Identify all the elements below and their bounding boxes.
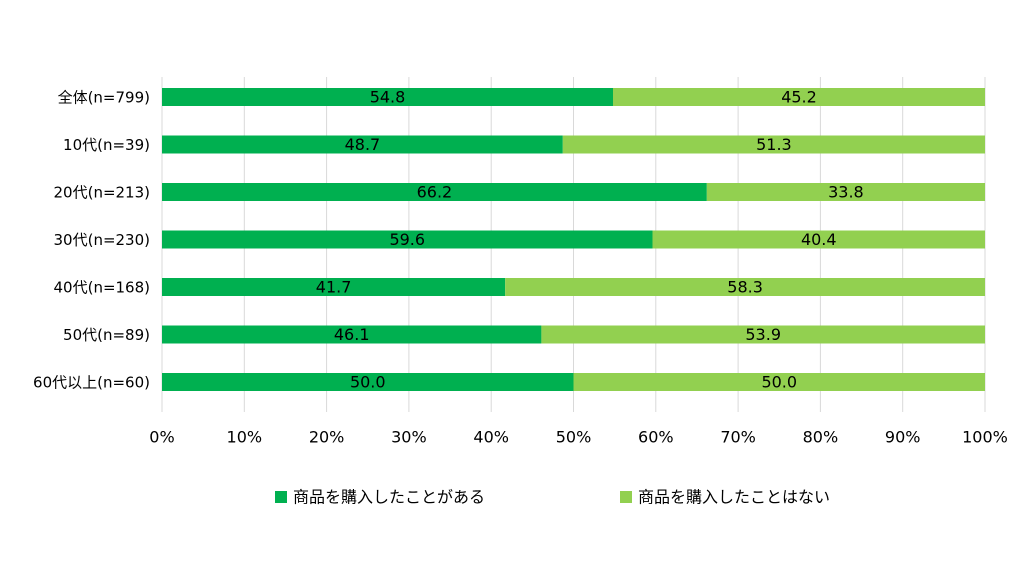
x-tick-label: 80% bbox=[803, 428, 839, 447]
category-label: 50代(n=89) bbox=[63, 326, 150, 344]
data-label: 33.8 bbox=[828, 183, 864, 202]
legend: 商品を購入したことがある 商品を購入したことはない bbox=[275, 488, 830, 507]
bar-segment bbox=[613, 88, 985, 106]
data-label: 45.2 bbox=[781, 88, 817, 107]
category-labels-layer: 全体(n=799) 10代(n=39) 20代(n=213) 30代(n=230) 40… bbox=[33, 89, 150, 392]
legend-label: 商品を購入したことはない bbox=[638, 488, 830, 507]
bar-segment bbox=[162, 135, 563, 154]
bar-segment bbox=[652, 230, 985, 249]
category-label: 60代以上(n=60) bbox=[33, 374, 150, 392]
data-label: 53.9 bbox=[745, 325, 781, 344]
x-tick-label: 90% bbox=[885, 428, 921, 447]
data-label: 66.2 bbox=[417, 183, 453, 202]
data-label: 50.0 bbox=[761, 373, 797, 392]
bar-segment bbox=[541, 325, 985, 344]
x-tick-label: 0% bbox=[149, 428, 174, 447]
data-label: 54.8 bbox=[370, 88, 406, 107]
bar-segment bbox=[162, 278, 506, 296]
data-label: 51.3 bbox=[756, 135, 792, 154]
x-tick-label: 10% bbox=[227, 428, 263, 447]
data-label: 50.0 bbox=[350, 373, 386, 392]
category-label: 40代(n=168) bbox=[54, 279, 151, 297]
data-label: 46.1 bbox=[334, 325, 370, 344]
x-tick-label: 20% bbox=[309, 428, 345, 447]
data-label: 41.7 bbox=[316, 278, 352, 297]
data-label: 59.6 bbox=[389, 230, 425, 249]
x-tick-labels-layer: 0% 10% 20% 30% 40% 50% 60% 70% 80% 90% 100% bbox=[149, 428, 1008, 447]
legend-label: 商品を購入したことがある bbox=[293, 488, 485, 507]
x-tick-label: 30% bbox=[391, 428, 427, 447]
bar-segment bbox=[505, 278, 985, 296]
bar-segment bbox=[562, 135, 985, 154]
data-label: 48.7 bbox=[345, 135, 381, 154]
bar-segment bbox=[706, 183, 985, 201]
category-label: 30代(n=230) bbox=[54, 231, 151, 249]
category-label: 20代(n=213) bbox=[54, 184, 151, 202]
x-tick-label: 50% bbox=[556, 428, 592, 447]
data-labels-layer: 54.8 45.2 48.7 51.3 66.2 33.8 59.6 40.4 41.7 58.3… bbox=[316, 88, 864, 392]
category-label: 全体(n=799) bbox=[58, 89, 150, 107]
x-tick-label: 60% bbox=[638, 428, 674, 447]
x-tick-label: 70% bbox=[720, 428, 756, 447]
category-label: 10代(n=39) bbox=[63, 136, 150, 154]
bar-segment bbox=[162, 373, 574, 391]
data-label: 40.4 bbox=[801, 230, 837, 249]
legend-swatch bbox=[275, 491, 287, 503]
x-tick-label: 40% bbox=[473, 428, 509, 447]
bar-segment bbox=[573, 373, 985, 391]
bar-segment bbox=[162, 230, 653, 249]
bar-segment bbox=[162, 183, 707, 201]
data-label: 58.3 bbox=[727, 278, 763, 297]
bar-segment bbox=[162, 88, 614, 106]
x-tick-label: 100% bbox=[962, 428, 1008, 447]
bars-layer bbox=[162, 88, 985, 391]
legend-swatch bbox=[620, 491, 632, 503]
bar-segment bbox=[162, 325, 542, 344]
